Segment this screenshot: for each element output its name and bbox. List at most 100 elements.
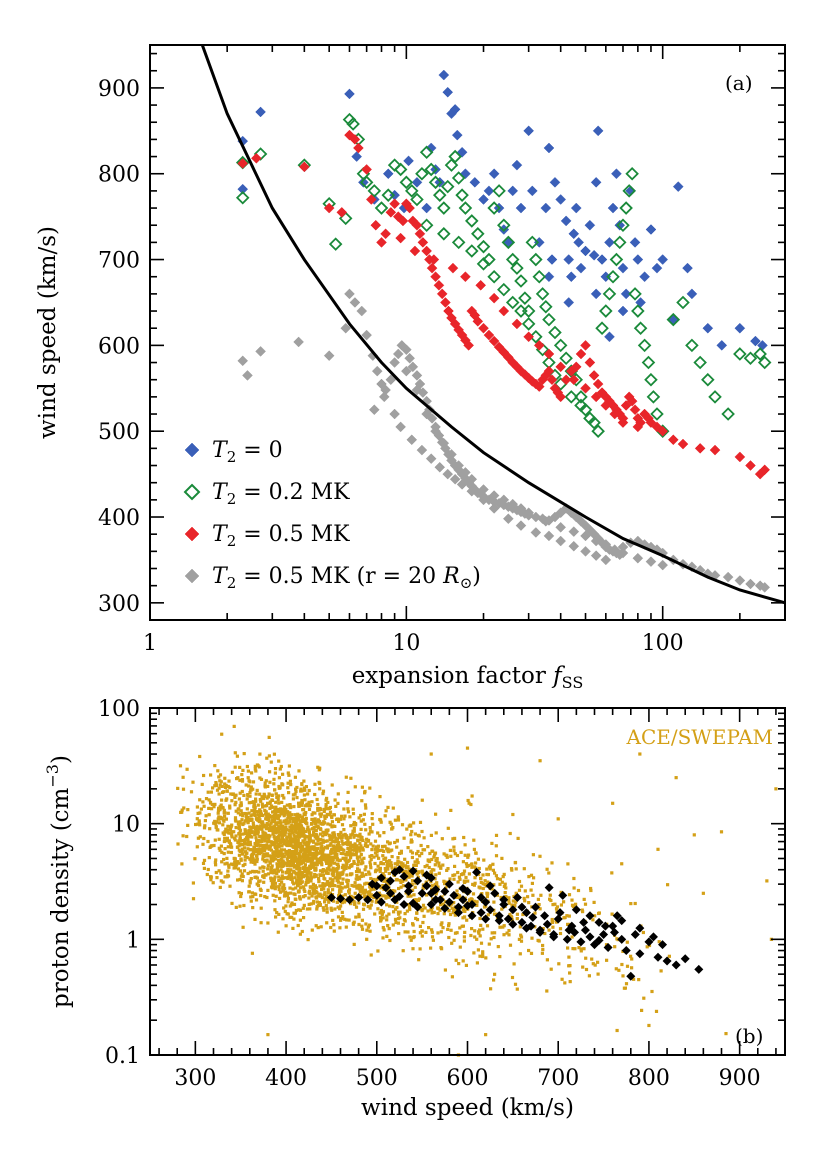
ace-point (312, 899, 316, 903)
ace-point (410, 879, 415, 883)
ace-point (560, 977, 564, 981)
ace-point (285, 863, 289, 868)
ace-point (240, 879, 244, 883)
ace-point (310, 813, 314, 817)
ace-point (220, 850, 224, 854)
ace-point (282, 848, 286, 852)
ace-point (176, 842, 180, 846)
point-T2_05_r20-123 (442, 468, 454, 480)
ace-point (605, 958, 609, 962)
point-T2_0-26 (483, 185, 495, 197)
ace-point (351, 829, 355, 833)
ace-point (272, 877, 276, 881)
ace-point (541, 927, 545, 931)
ace-point (251, 780, 256, 784)
ace-point (366, 925, 370, 929)
ace-point (333, 876, 337, 880)
ace-point (182, 806, 186, 810)
ace-point (387, 842, 391, 846)
ace-point (248, 794, 252, 798)
ace-point (387, 850, 391, 854)
ace-point (240, 789, 244, 794)
ace-point (198, 823, 202, 827)
ace-point (340, 823, 345, 827)
ace-point (281, 917, 285, 921)
model-point-94 (385, 888, 395, 898)
ace-point (355, 874, 359, 878)
ace-point (395, 845, 399, 849)
ace-point (281, 859, 285, 863)
ace-point (297, 801, 301, 805)
ace-point (393, 889, 397, 893)
ace-point (287, 773, 291, 777)
y-label-text: proton density (cm (48, 787, 74, 1007)
ace-point (202, 866, 206, 870)
ace-point (429, 946, 433, 950)
ace-point (262, 865, 266, 870)
ace-point (409, 833, 413, 837)
point-T2_0-25 (478, 194, 489, 205)
ace-point (458, 945, 462, 949)
ace-point (292, 827, 296, 831)
ace-point (296, 833, 300, 837)
ace-point (279, 849, 283, 854)
ace-point (322, 820, 326, 824)
ace-point (364, 841, 368, 845)
ace-point (259, 888, 263, 892)
ace-point (220, 860, 224, 864)
legend-marker-T2_05_r20 (184, 568, 200, 584)
ace-point (243, 837, 247, 841)
ace-point (490, 931, 494, 935)
point-T2_05_r20-106 (568, 526, 580, 537)
ace-point (379, 820, 383, 824)
ace-point (217, 837, 221, 841)
point-T2_05_r20-86 (745, 578, 756, 590)
panel-b-y-axis-label: proton density (cm−3) (43, 755, 74, 1008)
ace-point (294, 789, 298, 794)
ace-point (461, 872, 465, 876)
point-T2_05_r20-105 (555, 521, 567, 533)
ace-point (351, 807, 355, 811)
ace-point (346, 846, 350, 851)
ace-point (538, 907, 542, 911)
ace-point (474, 861, 478, 865)
model-point-38 (521, 908, 531, 918)
ace-point (377, 891, 381, 895)
ace-point (391, 923, 395, 927)
ace-point (245, 836, 249, 840)
ace-point (458, 895, 462, 899)
ace-point (584, 967, 589, 972)
ace-point (271, 818, 275, 822)
ace-point (329, 861, 333, 865)
point-T2_0-17 (438, 69, 450, 81)
ace-point (306, 875, 310, 880)
ace-point (347, 889, 351, 893)
ace-point (291, 793, 295, 797)
ace-point (582, 897, 586, 901)
ace-point (292, 816, 296, 820)
ace-point (367, 870, 371, 874)
model-point-49 (571, 905, 581, 915)
ace-point (223, 875, 227, 879)
ace-point (343, 885, 347, 889)
ace-point (290, 824, 294, 828)
ace-point (231, 862, 235, 867)
ace-point (306, 938, 310, 942)
ace-point (241, 852, 245, 856)
ace-point (302, 885, 306, 889)
point-T2_02-51 (548, 325, 562, 340)
ace-point (288, 850, 293, 854)
ace-point (417, 958, 421, 962)
ace-point (324, 815, 328, 819)
ace-point (270, 882, 274, 887)
model-point-100 (476, 892, 486, 902)
point-T2_05-23 (421, 245, 432, 257)
ace-point (353, 842, 357, 846)
ace-point (352, 859, 356, 864)
point-T2_05_r20-4 (323, 350, 335, 362)
ace-point (239, 891, 243, 896)
ace-point (364, 872, 368, 877)
ace-point (367, 923, 372, 927)
ace-point (217, 775, 221, 779)
